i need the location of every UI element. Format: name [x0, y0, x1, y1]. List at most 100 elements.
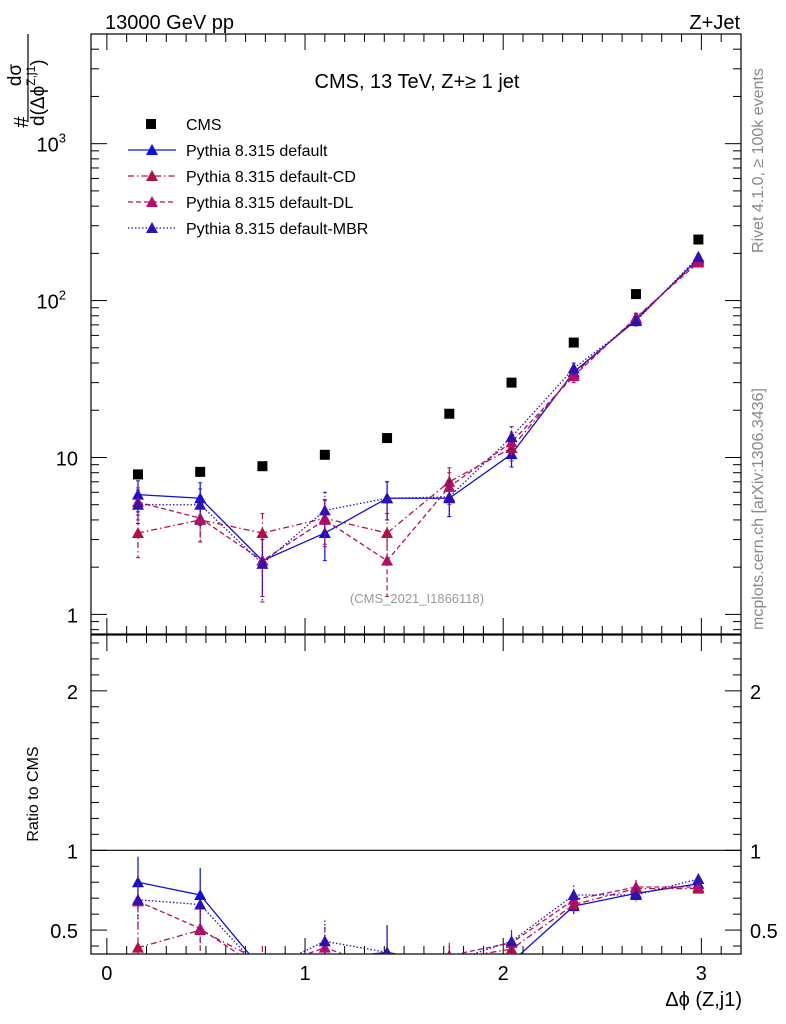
- marker-dl: [381, 554, 394, 566]
- ylabel-numerator: dσ: [5, 64, 26, 87]
- marker-mbr: [692, 250, 705, 262]
- marker-mbr: [443, 490, 456, 502]
- ratio-marker-mbr: [256, 966, 268, 977]
- x-tick-label: 0: [101, 963, 112, 985]
- legend-marker-cd: [146, 170, 158, 181]
- y-tick-label: 103: [37, 131, 66, 157]
- ratio-y-tick-label-right: 2: [750, 682, 761, 704]
- y-tick-label: 10: [56, 448, 78, 470]
- ratio-line-default: [137, 881, 699, 954]
- legend-label-default: Pythia 8.315 default: [186, 143, 328, 160]
- legend-label-dl: Pythia 8.315 default-DL: [186, 195, 353, 212]
- marker-dl: [318, 513, 331, 525]
- ratio-marker-dl: [692, 881, 705, 893]
- marker-mbr: [567, 362, 580, 374]
- marker-cd: [505, 441, 518, 453]
- ratio-marker-dl: [194, 922, 207, 934]
- legend-label-mbr: Pythia 8.315 default-MBR: [186, 221, 368, 238]
- cms-data-point: [506, 377, 517, 388]
- cms-data-point: [132, 469, 143, 480]
- legend-entry-mbr: Pythia 8.315 default-MBR: [128, 221, 368, 238]
- ratio-ylabel: Ratio to CMS: [25, 746, 42, 841]
- series-line-cd: [137, 260, 699, 534]
- marker-dl: [692, 256, 705, 268]
- ratio-marker-mbr: [194, 898, 207, 910]
- marker-default: [318, 527, 331, 539]
- cms-data-point: [257, 461, 268, 472]
- series-line-default: [137, 258, 699, 562]
- ratio-marker-default: [256, 964, 268, 975]
- ratio-line-dl: [137, 886, 699, 954]
- series-line-dl: [137, 261, 699, 562]
- ratio-y-tick-label-left: 0.5: [50, 921, 78, 943]
- process-label: Z+Jet: [689, 12, 740, 34]
- ratio-marker-mbr: [692, 873, 705, 885]
- y-tick-label: 102: [37, 288, 66, 314]
- cms-data-point: [693, 234, 704, 245]
- cms-data-point: [319, 449, 330, 460]
- ylabel-denominator: d(ΔϕZ,j1): [24, 59, 49, 126]
- cms-data-point: [444, 408, 455, 419]
- ratio-marker-default: [131, 876, 144, 888]
- ratio-marker-mbr: [567, 888, 580, 900]
- ratio-marker-cd: [319, 956, 331, 967]
- ratio-y-tick-label-left: 1: [67, 841, 78, 863]
- ratio-y-tick-label-right: 1: [750, 841, 761, 863]
- marker-mbr: [194, 498, 207, 510]
- ratio-plot-frame: [90, 634, 742, 955]
- ratio-marker-cd: [256, 956, 268, 967]
- marker-mbr: [505, 431, 518, 443]
- ratio-marker-cd: [381, 964, 393, 975]
- series-line-mbr: [137, 256, 699, 565]
- ratio-marker-mbr: [629, 888, 642, 900]
- plot-title: CMS, 13 TeV, Z+≥ 1 jet: [315, 71, 520, 93]
- legend-label-cms: CMS: [186, 117, 222, 134]
- marker-cd: [131, 527, 144, 539]
- rivet-label: Rivet 4.1.0, ≥ 100k events: [750, 68, 767, 253]
- legend-entry-default: Pythia 8.315 default: [128, 143, 328, 160]
- cms-data-point: [382, 433, 393, 444]
- main-plot-frame: [90, 33, 742, 635]
- legend-marker-mbr: [146, 222, 158, 233]
- ratio-marker-dl: [629, 881, 642, 893]
- ratio-marker-mbr: [318, 935, 331, 947]
- cms-data-point: [630, 289, 641, 300]
- ratio-line-cd: [137, 887, 699, 954]
- legend-marker-cms: [146, 119, 156, 129]
- legend-entry-cd: Pythia 8.315 default-CD: [128, 169, 356, 186]
- analysis-tag: (CMS_2021_I1866118): [350, 591, 484, 606]
- legend-marker-default: [146, 144, 158, 155]
- cms-data-point: [195, 466, 206, 477]
- marker-mbr: [629, 315, 642, 327]
- marker-cd: [381, 527, 394, 539]
- marker-mbr: [381, 492, 394, 504]
- x-tick-label: 1: [299, 963, 310, 985]
- xlabel: Δϕ (Z,j1): [665, 989, 742, 1011]
- x-tick-label: 3: [696, 963, 707, 985]
- ratio-marker-cd: [131, 941, 144, 953]
- ratio-marker-dl: [256, 964, 268, 975]
- ratio-y-tick-label-right: 0.5: [750, 921, 778, 943]
- ratio-marker-default: [443, 958, 455, 969]
- ratio-marker-mbr: [505, 935, 518, 947]
- x-tick-label: 2: [498, 963, 509, 985]
- y-tick-label: 1: [67, 605, 78, 627]
- energy-label: 13000 GeV pp: [105, 12, 234, 34]
- ratio-marker-mbr: [131, 893, 144, 905]
- ratio-marker-mbr: [382, 946, 392, 954]
- legend-marker-dl: [146, 196, 158, 207]
- marker-cd: [256, 527, 269, 539]
- marker-mbr: [318, 504, 331, 516]
- cms-data-point: [568, 337, 579, 348]
- legend-entry-cms: CMS: [146, 117, 222, 134]
- marker-mbr: [131, 498, 144, 510]
- legend-label-cd: Pythia 8.315 default-CD: [186, 169, 356, 186]
- marker-default: [194, 492, 207, 504]
- marker-dl: [567, 370, 580, 382]
- ratio-line-mbr: [137, 878, 699, 954]
- ratio-marker-dl: [318, 941, 331, 953]
- mcplots-label: mcplots.cern.ch [arXiv:1306.3436]: [750, 388, 767, 630]
- ylabel-superscript: Z,j1: [24, 65, 38, 85]
- ratio-y-tick-label-left: 2: [67, 682, 78, 704]
